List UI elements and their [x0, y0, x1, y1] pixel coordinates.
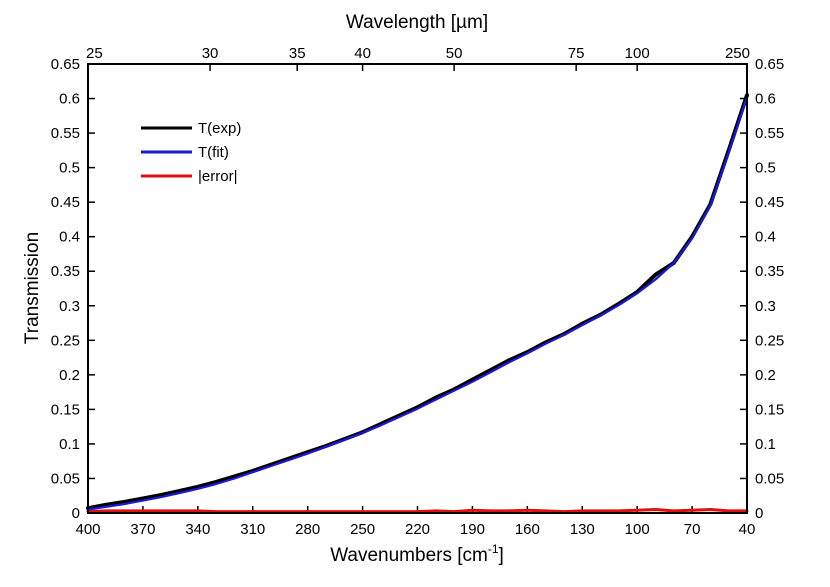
y-tick-label-right: 0.3	[755, 298, 776, 315]
y-tick-label-left: 0.55	[51, 125, 80, 142]
x-tick-label: 250	[350, 521, 375, 538]
x-tick-label: 280	[295, 521, 320, 538]
x-axis-title: Wavenumbers [cm-1]	[330, 542, 504, 566]
y-tick-label-left: 0.5	[59, 160, 80, 177]
y-tick-label-left: 0.4	[59, 229, 80, 246]
y-tick-label-right: 0.4	[755, 229, 776, 246]
y-tick-label-left: 0.25	[51, 332, 80, 349]
y-tick-label-left: 0.6	[59, 91, 80, 108]
y-tick-label-right: 0.25	[755, 332, 784, 349]
series-line-0	[86, 93, 749, 511]
x-tick-label: 100	[625, 521, 650, 538]
x-tick-label: 340	[185, 521, 210, 538]
y-axis-title: Transmission	[22, 232, 43, 344]
series-line-2	[86, 508, 749, 514]
legend-label: |error|	[198, 168, 237, 185]
x-tick-label: 190	[460, 521, 485, 538]
x-tick-label: 130	[570, 521, 595, 538]
legend-label: T(fit)	[198, 144, 229, 161]
x-tick-label: 40	[739, 521, 756, 538]
y-tick-label-left: 0.35	[51, 263, 80, 280]
legend-label: T(exp)	[198, 120, 241, 137]
y-tick-label-left: 0.2	[59, 367, 80, 384]
x-tick-label: 70	[684, 521, 701, 538]
y-tick-label-right: 0.6	[755, 91, 776, 108]
x2-tick-label: 250	[725, 45, 750, 62]
y-tick-label-left: 0.1	[59, 436, 80, 453]
legend: T(exp) T(fit) |error|	[141, 120, 241, 185]
y-tick-label-right: 0.2	[755, 367, 776, 384]
x-tick-label: 400	[75, 521, 100, 538]
y-tick-label-right: 0.45	[755, 194, 784, 211]
x2-tick-label: 25	[86, 45, 103, 62]
y-tick-label-left: 0.45	[51, 194, 80, 211]
x2-tick-label: 40	[354, 45, 371, 62]
x-tick-label: 310	[240, 521, 265, 538]
tick-layer: 400 370 340 310 280 250 220 190 160 130 100 70 400 00…	[51, 45, 784, 538]
y-tick-label-left: 0.15	[51, 401, 80, 418]
x2-axis-title: Wavelength [µm]	[346, 12, 488, 33]
y-tick-label-left: 0.3	[59, 298, 80, 315]
x-tick-label: 220	[405, 521, 430, 538]
x2-tick-label: 30	[202, 45, 219, 62]
y-tick-label-right: 0	[755, 505, 763, 522]
plot-frame	[87, 63, 748, 514]
y-tick-label-right: 0.5	[755, 160, 776, 177]
y-tick-label-right: 0.65	[755, 56, 784, 73]
x-tick-label: 370	[130, 521, 155, 538]
x2-tick-label: 100	[625, 45, 650, 62]
y-tick-label-right: 0.1	[755, 436, 776, 453]
x2-tick-label: 50	[446, 45, 463, 62]
series-layer	[86, 93, 749, 514]
y-tick-label-right: 0.35	[755, 263, 784, 280]
x2-tick-label: 75	[568, 45, 585, 62]
y-tick-label-right: 0.15	[755, 401, 784, 418]
y-tick-label-right: 0.55	[755, 125, 784, 142]
x2-tick-label: 35	[289, 45, 306, 62]
series-line-1	[86, 96, 749, 511]
y-tick-label-left: 0.65	[51, 56, 80, 73]
x-tick-label: 160	[515, 521, 540, 538]
y-tick-label-left: 0	[72, 505, 80, 522]
y-tick-label-right: 0.05	[755, 470, 784, 487]
y-tick-label-left: 0.05	[51, 470, 80, 487]
